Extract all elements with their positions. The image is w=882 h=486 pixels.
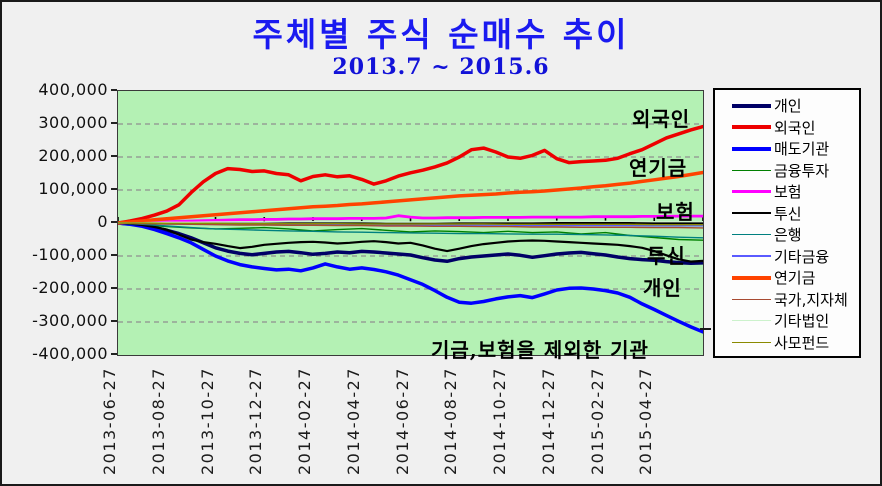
legend-swatch-oegugin [732,125,771,130]
legend-item-gitabeopin: 기타법인 [715,310,859,332]
annotation-label: 개인 [643,276,682,300]
y-tick-mark [111,89,117,91]
legend-swatch-gitabeopin [732,320,771,322]
x-tick-label: 2013-08-27 [148,367,168,475]
y-tick-mark [111,254,117,256]
legend-item-boheom: 보험 [715,181,859,203]
series-line-gitabeopin [118,220,703,224]
legend-item-gaein: 개인 [715,95,859,117]
legend-label-samopendeu: 사모펀드 [774,333,830,352]
series-line-samopendeu [118,222,703,226]
legend-item-gitageumyung: 기타금융 [715,246,859,268]
legend-label-eunhaeng: 은행 [774,226,802,245]
y-tick-mark [111,155,117,157]
x-tick-label: 2014-12-27 [538,367,558,475]
x-tick-label: 2014-04-27 [343,367,363,475]
legend-item-gukga-jijache: 국가,지자체 [715,289,859,311]
series-line-gukga-jijache [118,222,703,229]
series-line-boheom [118,214,703,225]
series-line-eunhaeng [118,222,703,239]
legend-swatch-geumyungtuja [732,169,771,171]
y-tick-mark [111,287,117,289]
legend-label-maedogigwan: 매도기관 [774,140,830,159]
legend-item-yeongigeum: 연기금 [715,267,859,289]
annotation-label: 외국인 [632,107,691,131]
y-tick-mark [111,188,117,190]
legend-swatch-yeongigeum [732,275,771,280]
legend-item-oegugin: 외국인 [715,117,859,139]
series-line-maedogigwan [118,221,703,334]
x-tick-label: 2014-02-27 [295,367,314,475]
x-tick-label: 2014-08-27 [441,367,461,475]
series-line-tusin [118,221,703,263]
plot-area [117,90,704,356]
y-tick-label: 100,000 [38,179,108,198]
legend-label-tusin: 투신 [774,204,802,223]
x-tick-label: 2013-06-27 [100,367,119,475]
annotation-label: 연기금 [629,156,688,180]
series-line-yeongigeum [118,170,703,225]
y-tick-label: -400,000 [32,344,108,363]
y-tick-label: -100,000 [32,245,108,264]
legend-swatch-samopendeu [732,341,771,343]
right-tick-mark [700,328,711,330]
x-tick-label: 2013-10-27 [197,367,217,475]
legend-label-gitageumyung: 기타금융 [774,247,830,266]
legend-swatch-tusin [732,212,771,215]
legend-label-gukga-jijache: 국가,지자체 [774,290,848,309]
legend-item-samopendeu: 사모펀드 [715,332,859,354]
series-line-oegugin [118,124,703,225]
legend-swatch-maedogigwan [732,146,771,151]
y-tick-mark [111,122,117,124]
x-tick-label: 2015-04-27 [636,367,656,475]
y-tick-mark [111,353,117,355]
series-line-gaein [118,221,703,266]
chart-title: 주체별 주식 순매수 추이 [252,15,630,54]
legend-swatch-boheom [732,190,771,194]
legend-label-oegugin: 외국인 [774,118,816,137]
y-tick-mark [111,320,117,322]
y-tick-mark [111,221,117,223]
legend-item-maedogigwan: 매도기관 [715,138,859,160]
y-tick-label: -300,000 [32,311,108,330]
legend-label-geumyungtuja: 금융투자 [774,161,830,180]
legend-item-tusin: 투신 [715,203,859,225]
legend-swatch-gaein [732,103,771,108]
legend-swatch-eunhaeng [732,234,771,236]
y-tick-label: 200,000 [38,146,108,165]
x-tick-label: 2014-06-27 [392,367,412,475]
legend-item-geumyungtuja: 금융투자 [715,160,859,182]
x-tick-label: 2014-10-27 [490,367,509,475]
annotation-label: 투신 [647,244,686,268]
legend-label-gitabeopin: 기타법인 [774,312,830,331]
legend-swatch-gukga-jijache [732,298,771,300]
legend-label-yeongigeum: 연기금 [774,269,816,288]
y-tick-label: 300,000 [38,113,108,132]
x-tick-label: 2015-02-27 [587,367,607,475]
chart-subtitle: 2013.7 ~ 2015.6 [332,54,550,80]
annotation-label: 기금,보험을 제외한 기관 [431,338,649,362]
x-tick-label: 2013-12-27 [246,367,266,475]
annotation-label: 보험 [656,200,695,224]
legend-swatch-gitageumyung [732,255,771,258]
legend-label-gaein: 개인 [774,97,802,116]
y-tick-label: -200,000 [32,278,108,297]
legend-item-eunhaeng: 은행 [715,224,859,246]
legend-label-boheom: 보험 [774,183,802,202]
line-chart-canvas [118,123,703,334]
y-tick-label: 0 [97,212,108,231]
y-tick-label: 400,000 [38,80,108,99]
